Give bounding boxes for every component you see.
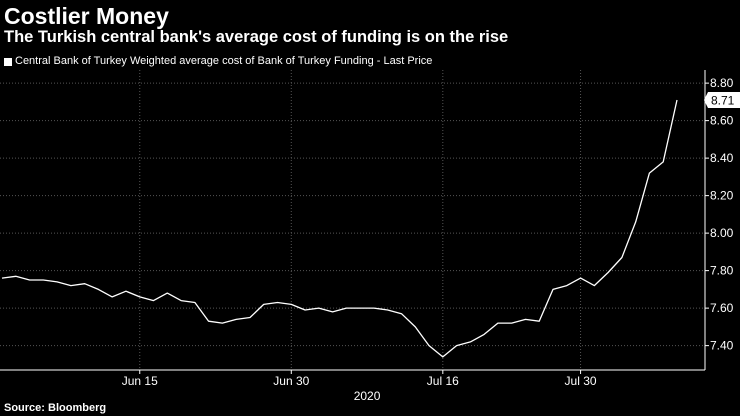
y-tick-label: 8.40 bbox=[710, 151, 734, 165]
chart-title: Costlier Money bbox=[4, 3, 169, 29]
last-value-label: 8.71 bbox=[711, 94, 735, 108]
y-tick-label: 8.20 bbox=[710, 189, 734, 203]
series-line bbox=[1, 99, 678, 358]
legend-label: Central Bank of Turkey Weighted average … bbox=[15, 55, 433, 67]
chart-subtitle: The Turkish central bank's average cost … bbox=[4, 28, 509, 46]
y-tick-label: 8.60 bbox=[710, 114, 734, 128]
y-tick-label: 7.80 bbox=[710, 264, 734, 278]
x-year-label: 2020 bbox=[354, 389, 381, 403]
legend-swatch bbox=[4, 57, 12, 66]
legend: Central Bank of Turkey Weighted average … bbox=[4, 55, 432, 68]
last-value-callout bbox=[704, 92, 740, 108]
y-tick-label: 7.40 bbox=[710, 339, 734, 353]
source-note: Source: Bloomberg bbox=[4, 402, 107, 414]
x-tick-label: Jun 30 bbox=[273, 374, 309, 388]
y-tick-label: 8.00 bbox=[710, 226, 734, 240]
x-tick-label: Jul 16 bbox=[427, 374, 459, 388]
x-tick-label: Jun 15 bbox=[122, 374, 158, 388]
y-tick-label: 7.60 bbox=[710, 301, 734, 315]
y-tick-label: 8.80 bbox=[710, 76, 734, 90]
x-tick-label: Jul 30 bbox=[565, 374, 597, 388]
